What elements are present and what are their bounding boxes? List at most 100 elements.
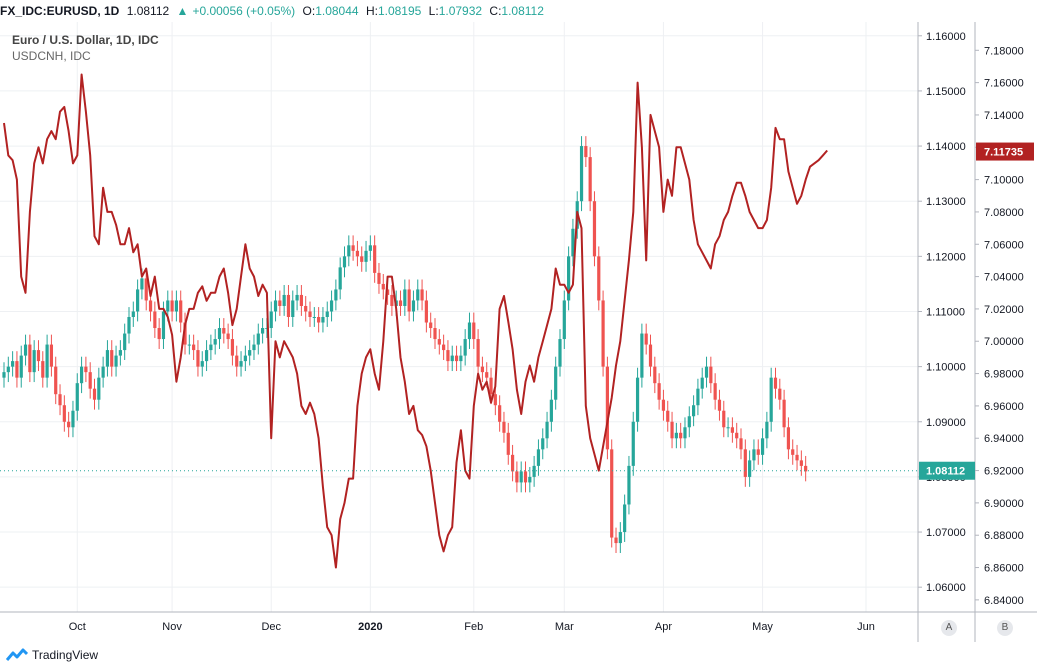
usdcnh-axis-label: 7.02000 (984, 304, 1024, 316)
candle-body (700, 377, 704, 389)
candle-body (123, 333, 127, 351)
overlay-series-legend[interactable]: USDCNH, IDC (12, 49, 91, 63)
candle-body (804, 465, 808, 472)
candle-body (261, 328, 265, 334)
candle-body (360, 256, 364, 262)
usdcnh-axis-label: 6.90000 (984, 498, 1024, 510)
candle-body (338, 267, 342, 290)
candle-body (110, 350, 114, 367)
candle-body (377, 272, 381, 284)
candle-body (498, 405, 502, 422)
candle-body (454, 355, 459, 362)
time-axis-label: Jun (857, 621, 875, 633)
candle-body (588, 157, 592, 202)
time-axis-label: Mar (555, 621, 574, 633)
candle-body (584, 146, 588, 158)
candle-body (644, 333, 648, 345)
candle-body (773, 377, 778, 389)
candle-body (489, 377, 493, 395)
candle-body (28, 344, 32, 373)
price-chart[interactable]: 1.16000 1.15000 1.14000 1.13000 1.12000 1.110… (0, 22, 1037, 642)
candle-body (342, 256, 347, 268)
candle-body (148, 300, 153, 312)
candle-body (752, 449, 756, 461)
candle-body (446, 350, 450, 362)
candle-body (131, 311, 135, 317)
usdcnh-axis-label: 7.16000 (984, 78, 1024, 90)
brand-label: TradingView (32, 648, 99, 662)
candle-body (196, 350, 200, 367)
candle-body (92, 388, 97, 400)
eurusd-axis-label: 1.16000 (926, 31, 966, 43)
candle-body (41, 361, 45, 378)
candle-body (528, 476, 532, 483)
candle-body (510, 454, 515, 472)
candle-body (799, 460, 803, 466)
candle-body (58, 394, 62, 406)
candle-body (114, 355, 118, 367)
candle-body (217, 328, 222, 340)
symbol-label[interactable]: FX_IDC:EURUSD, 1D (0, 4, 120, 18)
candle-body (420, 289, 424, 301)
candle-body (235, 355, 239, 367)
candle-body (692, 405, 696, 417)
candle-body (19, 355, 23, 378)
candle-body (623, 504, 627, 533)
auto-scale-button[interactable]: A (941, 620, 957, 636)
candle-body (161, 311, 166, 340)
candle-body (88, 372, 92, 389)
eurusd-axis-label: 1.06000 (926, 582, 966, 594)
candle-body (79, 366, 84, 384)
open-value: 1.08044 (315, 4, 359, 18)
candle-body (536, 449, 541, 466)
candle-body (299, 294, 303, 306)
candle-body (239, 361, 243, 367)
time-axis-label: Oct (69, 621, 86, 633)
candle-body (105, 350, 110, 367)
candle-body (618, 532, 622, 544)
candle-body (136, 289, 140, 312)
eurusd-last-label: 1.08112 (926, 466, 965, 478)
usdcnh-axis-label: 6.98000 (984, 369, 1024, 381)
candle-body (450, 355, 454, 362)
candle-body (631, 421, 635, 466)
candle-body (769, 377, 773, 422)
candle-body (11, 361, 15, 367)
candle-body (174, 300, 178, 312)
candle-body (635, 377, 640, 422)
candle-body (786, 427, 791, 450)
candle-body (467, 322, 472, 340)
candle-body (248, 350, 252, 356)
candle-body (140, 278, 144, 290)
candle-body (670, 421, 674, 439)
candle-body (515, 471, 519, 483)
footer: TradingView (6, 648, 98, 662)
candle-body (67, 421, 71, 428)
candle-body (127, 317, 131, 334)
candle-body (295, 294, 299, 301)
candle-body (640, 333, 644, 378)
usdcnh-axis-label: 7.18000 (984, 45, 1024, 57)
candle-body (726, 427, 730, 429)
candle-body (291, 300, 295, 317)
candle-body (226, 333, 230, 340)
main-series-legend[interactable]: Euro / U.S. Dollar, 1D, IDC (12, 33, 159, 47)
candle-body (403, 289, 407, 306)
candle-body (713, 383, 717, 400)
eurusd-axis-label: 1.09000 (926, 417, 966, 429)
candle-body (485, 372, 489, 378)
usdcnh-line (3, 73, 828, 569)
scale-b-button[interactable]: B (997, 620, 1013, 636)
candle-body (614, 537, 618, 544)
candle-body (321, 317, 325, 323)
candle-body (368, 245, 372, 251)
candle-body (364, 250, 368, 262)
candle-body (15, 361, 19, 378)
candle-body (381, 283, 385, 290)
candle-body (373, 245, 377, 273)
candle-body (778, 388, 782, 400)
candle-body (709, 366, 713, 384)
candle-body (795, 454, 799, 461)
candle-body (459, 355, 463, 362)
candle-body (523, 471, 528, 483)
